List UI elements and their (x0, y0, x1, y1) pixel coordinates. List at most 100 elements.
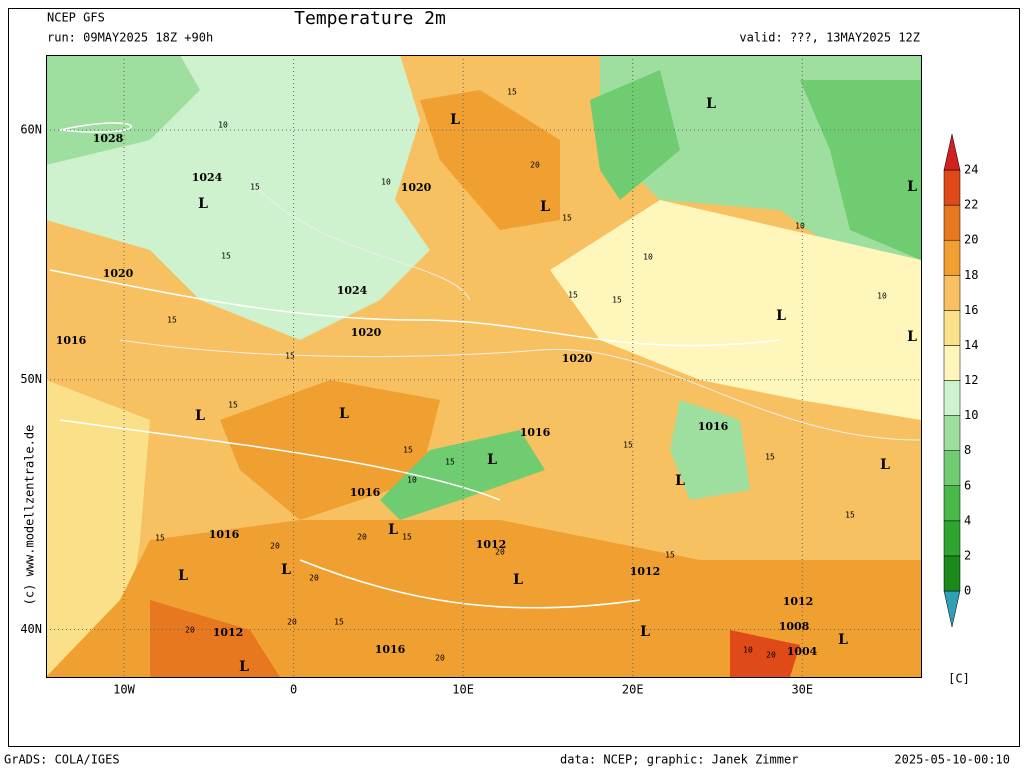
y-tick-label: 50N (20, 372, 42, 386)
isotherm-label: 15 (285, 352, 295, 361)
outer-frame (8, 8, 1020, 747)
field (590, 70, 680, 200)
colorbar-arrow (943, 133, 961, 171)
colorbar-label: 20 (964, 233, 978, 247)
field (46, 55, 200, 165)
pressure-label: L (195, 408, 205, 424)
colorbar-label: 24 (964, 163, 978, 177)
pressure-label: 1012 (213, 626, 244, 639)
pressure-label: 1012 (476, 538, 507, 551)
pressure-label: L (239, 659, 249, 675)
valid: valid: ???, 13MAY2025 12Z (739, 31, 920, 45)
pressure-label: L (178, 568, 188, 584)
isotherm-label: 15 (568, 291, 578, 300)
pressure-label: 1016 (209, 528, 240, 541)
pressure-label: L (198, 196, 208, 212)
isotherm-label: 15 (334, 618, 344, 627)
pressure-label: L (540, 199, 550, 215)
isotherm-label: 10 (218, 121, 228, 130)
colorbar-label: 12 (964, 373, 978, 387)
isotherm-label: 10 (743, 646, 753, 655)
pressure-label: L (640, 624, 650, 640)
isotherm-label: 20 (495, 548, 505, 557)
pressure-label: 1016 (350, 486, 381, 499)
isotherm-label: 15 (765, 453, 775, 462)
field (550, 200, 921, 420)
pressure-label: L (281, 562, 291, 578)
pressure-label: 1020 (103, 267, 134, 280)
map-frame (46, 55, 922, 678)
colorbar-label: 16 (964, 303, 978, 317)
pressure-label: 1012 (630, 565, 661, 578)
isotherm-label: 20 (270, 542, 280, 551)
map: 10281024L10201016102410201020LLLL1020LLL… (46, 55, 921, 677)
colorbar-box (943, 555, 961, 592)
field (150, 600, 280, 677)
colorbar-box (943, 239, 961, 276)
pressure-label: 1016 (520, 426, 551, 439)
field (730, 630, 800, 677)
x-tick-label: 10W (113, 683, 135, 697)
x-tick-label: 30E (791, 683, 813, 697)
field (380, 430, 545, 520)
colorbar-label: 4 (964, 513, 971, 527)
isotherm (49, 122, 781, 609)
field (670, 400, 750, 500)
colorbar-label: 14 (964, 338, 978, 352)
isotherm-label: 10 (643, 253, 653, 262)
colorbar-label: 18 (964, 268, 978, 282)
model: NCEP GFS (47, 11, 105, 25)
colorbar-box (943, 520, 961, 557)
pressure-label: L (776, 308, 786, 324)
isotherm-label: 20 (309, 574, 319, 583)
footer-middle: data: NCEP; graphic: Janek Zimmer (560, 753, 798, 767)
isotherm-label: 15 (445, 458, 455, 467)
isotherm-label: 15 (403, 446, 413, 455)
x-tick-label: 20E (622, 683, 644, 697)
colorbar-arrow (943, 590, 961, 628)
x-tick-label: 0 (290, 683, 297, 697)
field (420, 90, 560, 230)
isotherm-label: 10 (407, 476, 417, 485)
pressure-label: L (450, 112, 460, 128)
isotherm-label: 15 (845, 511, 855, 520)
colorbar-box (943, 415, 961, 451)
pressure-label: L (388, 522, 398, 538)
isobar (119, 179, 921, 441)
run: run: 09MAY2025 18Z +90h (47, 31, 213, 45)
colorbar-box (943, 380, 961, 416)
colorbar-box (943, 310, 961, 346)
colorbar-label: 2 (964, 548, 971, 562)
colorbar-label: 6 (964, 478, 971, 492)
isotherm-label: 15 (402, 533, 412, 542)
colorbar-box (943, 485, 961, 522)
isotherm-label: 15 (250, 183, 260, 192)
isotherm-label: 15 (562, 214, 572, 223)
y-tick-label: 60N (20, 122, 42, 136)
pressure-label: L (706, 96, 716, 112)
colorbar-box (943, 169, 961, 206)
isotherm-label: 10 (877, 292, 887, 301)
watermark: (c) www.modellzentrale.de (23, 425, 37, 606)
pressure-label: 1020 (401, 181, 432, 194)
colorbar-unit: [C] (948, 672, 970, 686)
colorbar-label: 10 (964, 408, 978, 422)
pressure-label: 1020 (351, 326, 382, 339)
title: Temperature 2m (294, 8, 446, 29)
pressure-label: 1024 (337, 284, 368, 297)
pressure-label: L (675, 473, 685, 489)
colorbar-label: 0 (964, 584, 971, 598)
pressure-label: L (838, 632, 848, 648)
pressure-label: 1008 (779, 620, 810, 633)
field (800, 80, 921, 260)
colorbar-label: 8 (964, 443, 971, 457)
isotherm-label: 10 (795, 222, 805, 231)
isotherm-label: 15 (623, 441, 633, 450)
footer-right: 2025-05-10-00:10 (894, 753, 1010, 767)
pressure-label: L (339, 406, 349, 422)
colorbar-box (943, 450, 961, 487)
isotherm-label: 20 (185, 626, 195, 635)
pressure-label: L (487, 452, 497, 468)
colorbar-label: 22 (964, 198, 978, 212)
